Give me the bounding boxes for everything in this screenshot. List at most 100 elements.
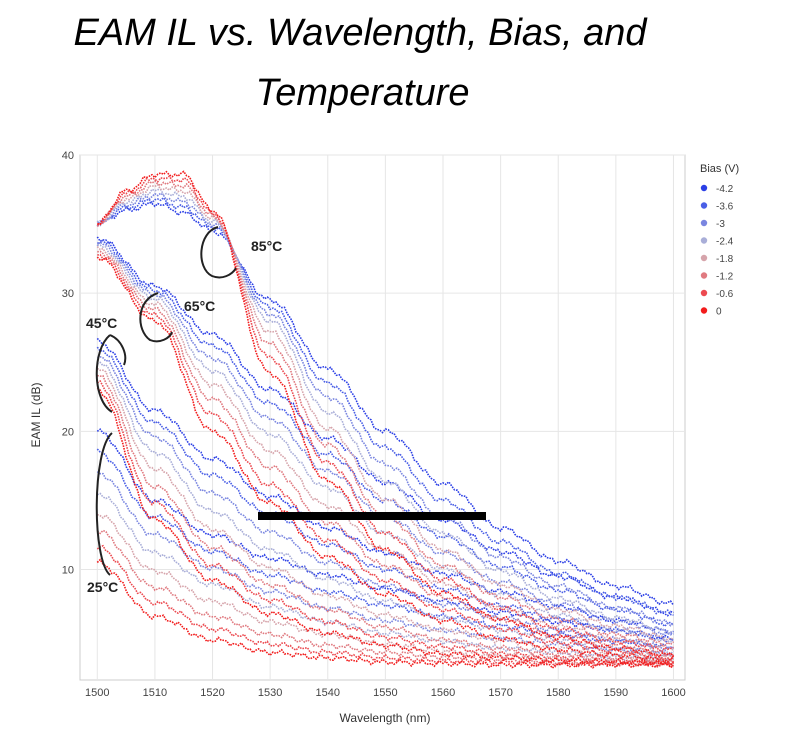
x-tick-label: 1540 [316,687,340,699]
legend-item: -0.6 [700,289,734,300]
series-line [96,428,674,641]
series-45C-bias-3 [97,355,674,652]
series-25C-bias-1.2 [96,529,675,668]
series-line [97,513,675,667]
bracket-85c [200,226,237,279]
x-tick-label: 1510 [143,687,167,699]
y-axis-label: EAM IL (dB) [29,383,43,448]
legend-item: -3.6 [700,202,734,213]
series-line [96,236,674,617]
x-axis-label: Wavelength (nm) [340,711,431,725]
annotation-45c: 45°C [86,315,117,331]
series-45C-bias0 [96,387,675,667]
series-85C-bias-1.8 [97,183,674,642]
legend-title: Bias (V) [700,163,739,175]
series-line [96,192,675,627]
series-45C-bias-1.2 [97,374,675,665]
x-tick-label: 1520 [200,687,224,699]
legend-label: -1.8 [716,254,734,265]
legend-swatch [700,254,708,262]
series-line [96,544,675,669]
series-line [96,448,674,650]
x-tick-label: 1560 [431,687,455,699]
legend-swatch [700,184,708,192]
series-25C-bias-0.6 [96,544,675,669]
series-65C-bias0 [96,256,674,663]
annotation-65c: 65°C [184,298,215,314]
series-line [97,201,675,606]
series-85C-bias-4.2 [97,201,675,606]
axis-ticks: 1500 1510 1520 1530 1540 1550 1560 1570 1580 1590… [62,150,686,699]
series-layer [96,170,675,670]
legend-swatch [700,307,708,314]
legend-item: 0 [700,307,722,318]
legend-label: -3.6 [716,202,734,213]
series-line [97,175,674,653]
series-line [96,256,674,663]
series-line [96,246,675,652]
x-tick-label: 1590 [604,687,628,699]
redaction-bar [258,512,486,520]
chart-title-line1: EAM IL vs. Wavelength, Bias, and [73,12,647,54]
chart-title-line2: Temperature [255,72,470,114]
series-25C-bias0 [96,558,674,670]
legend-label: 0 [716,307,722,318]
bracket-65c [139,292,173,343]
legend-swatch [700,219,708,227]
bracket-25c [95,432,113,576]
series-line [97,355,674,652]
series-25C-bias-2.4 [96,492,675,663]
y-tick-label: 30 [62,288,74,300]
annotation-25c: 25°C [87,579,118,595]
series-line [97,253,675,661]
x-tick-label: 1570 [488,687,512,699]
series-45C-bias-2.4 [96,361,675,658]
y-tick-label: 10 [62,564,74,576]
series-line [96,361,675,658]
series-85C-bias-1.2 [96,179,675,647]
legend-item: -1.2 [700,272,734,283]
legend-swatch [700,272,708,279]
series-65C-bias-4.2 [96,236,674,617]
legend-swatch [700,289,708,297]
legend-swatch [700,202,708,209]
legend-item: -1.8 [700,254,734,265]
x-tick-label: 1500 [85,687,109,699]
series-line [96,196,674,616]
series-line [96,387,675,667]
x-tick-label: 1530 [258,687,282,699]
bracket-45c [95,334,127,413]
series-line [97,374,675,665]
x-tick-label: 1600 [661,687,685,699]
x-tick-label: 1550 [373,687,397,699]
series-25C-bias-3.6 [96,448,674,650]
legend: Bias (V) -4.2 -3.6 -3 -2.4 -1.8 -1.2 -0.6 0 [700,163,739,318]
plot-area [79,154,686,681]
series-65C-bias-1.2 [97,250,674,657]
series-line [96,492,675,663]
series-line [96,188,674,636]
series-85C-bias-3.6 [96,196,674,616]
y-tick-label: 40 [62,150,74,162]
series-25C-bias-1.8 [97,513,675,667]
series-line [97,170,675,659]
series-line [97,183,674,642]
series-line [96,346,674,644]
series-line [97,250,674,657]
legend-item: -4.2 [700,184,734,195]
annotation-85c: 85°C [251,238,282,254]
legend-label: -1.2 [716,272,734,283]
series-85C-bias-3 [96,192,675,627]
series-25C-bias-4.2 [96,428,674,641]
series-line [96,179,675,647]
series-45C-bias-4.2 [96,337,674,635]
legend-label: -3 [716,219,725,230]
legend-label: -4.2 [716,184,734,195]
series-line [96,337,674,635]
series-line [96,529,675,668]
legend-item: -2.4 [700,237,734,248]
y-tick-label: 20 [62,426,74,438]
legend-item: -3 [700,219,725,230]
series-85C-bias-0.6 [97,175,674,653]
